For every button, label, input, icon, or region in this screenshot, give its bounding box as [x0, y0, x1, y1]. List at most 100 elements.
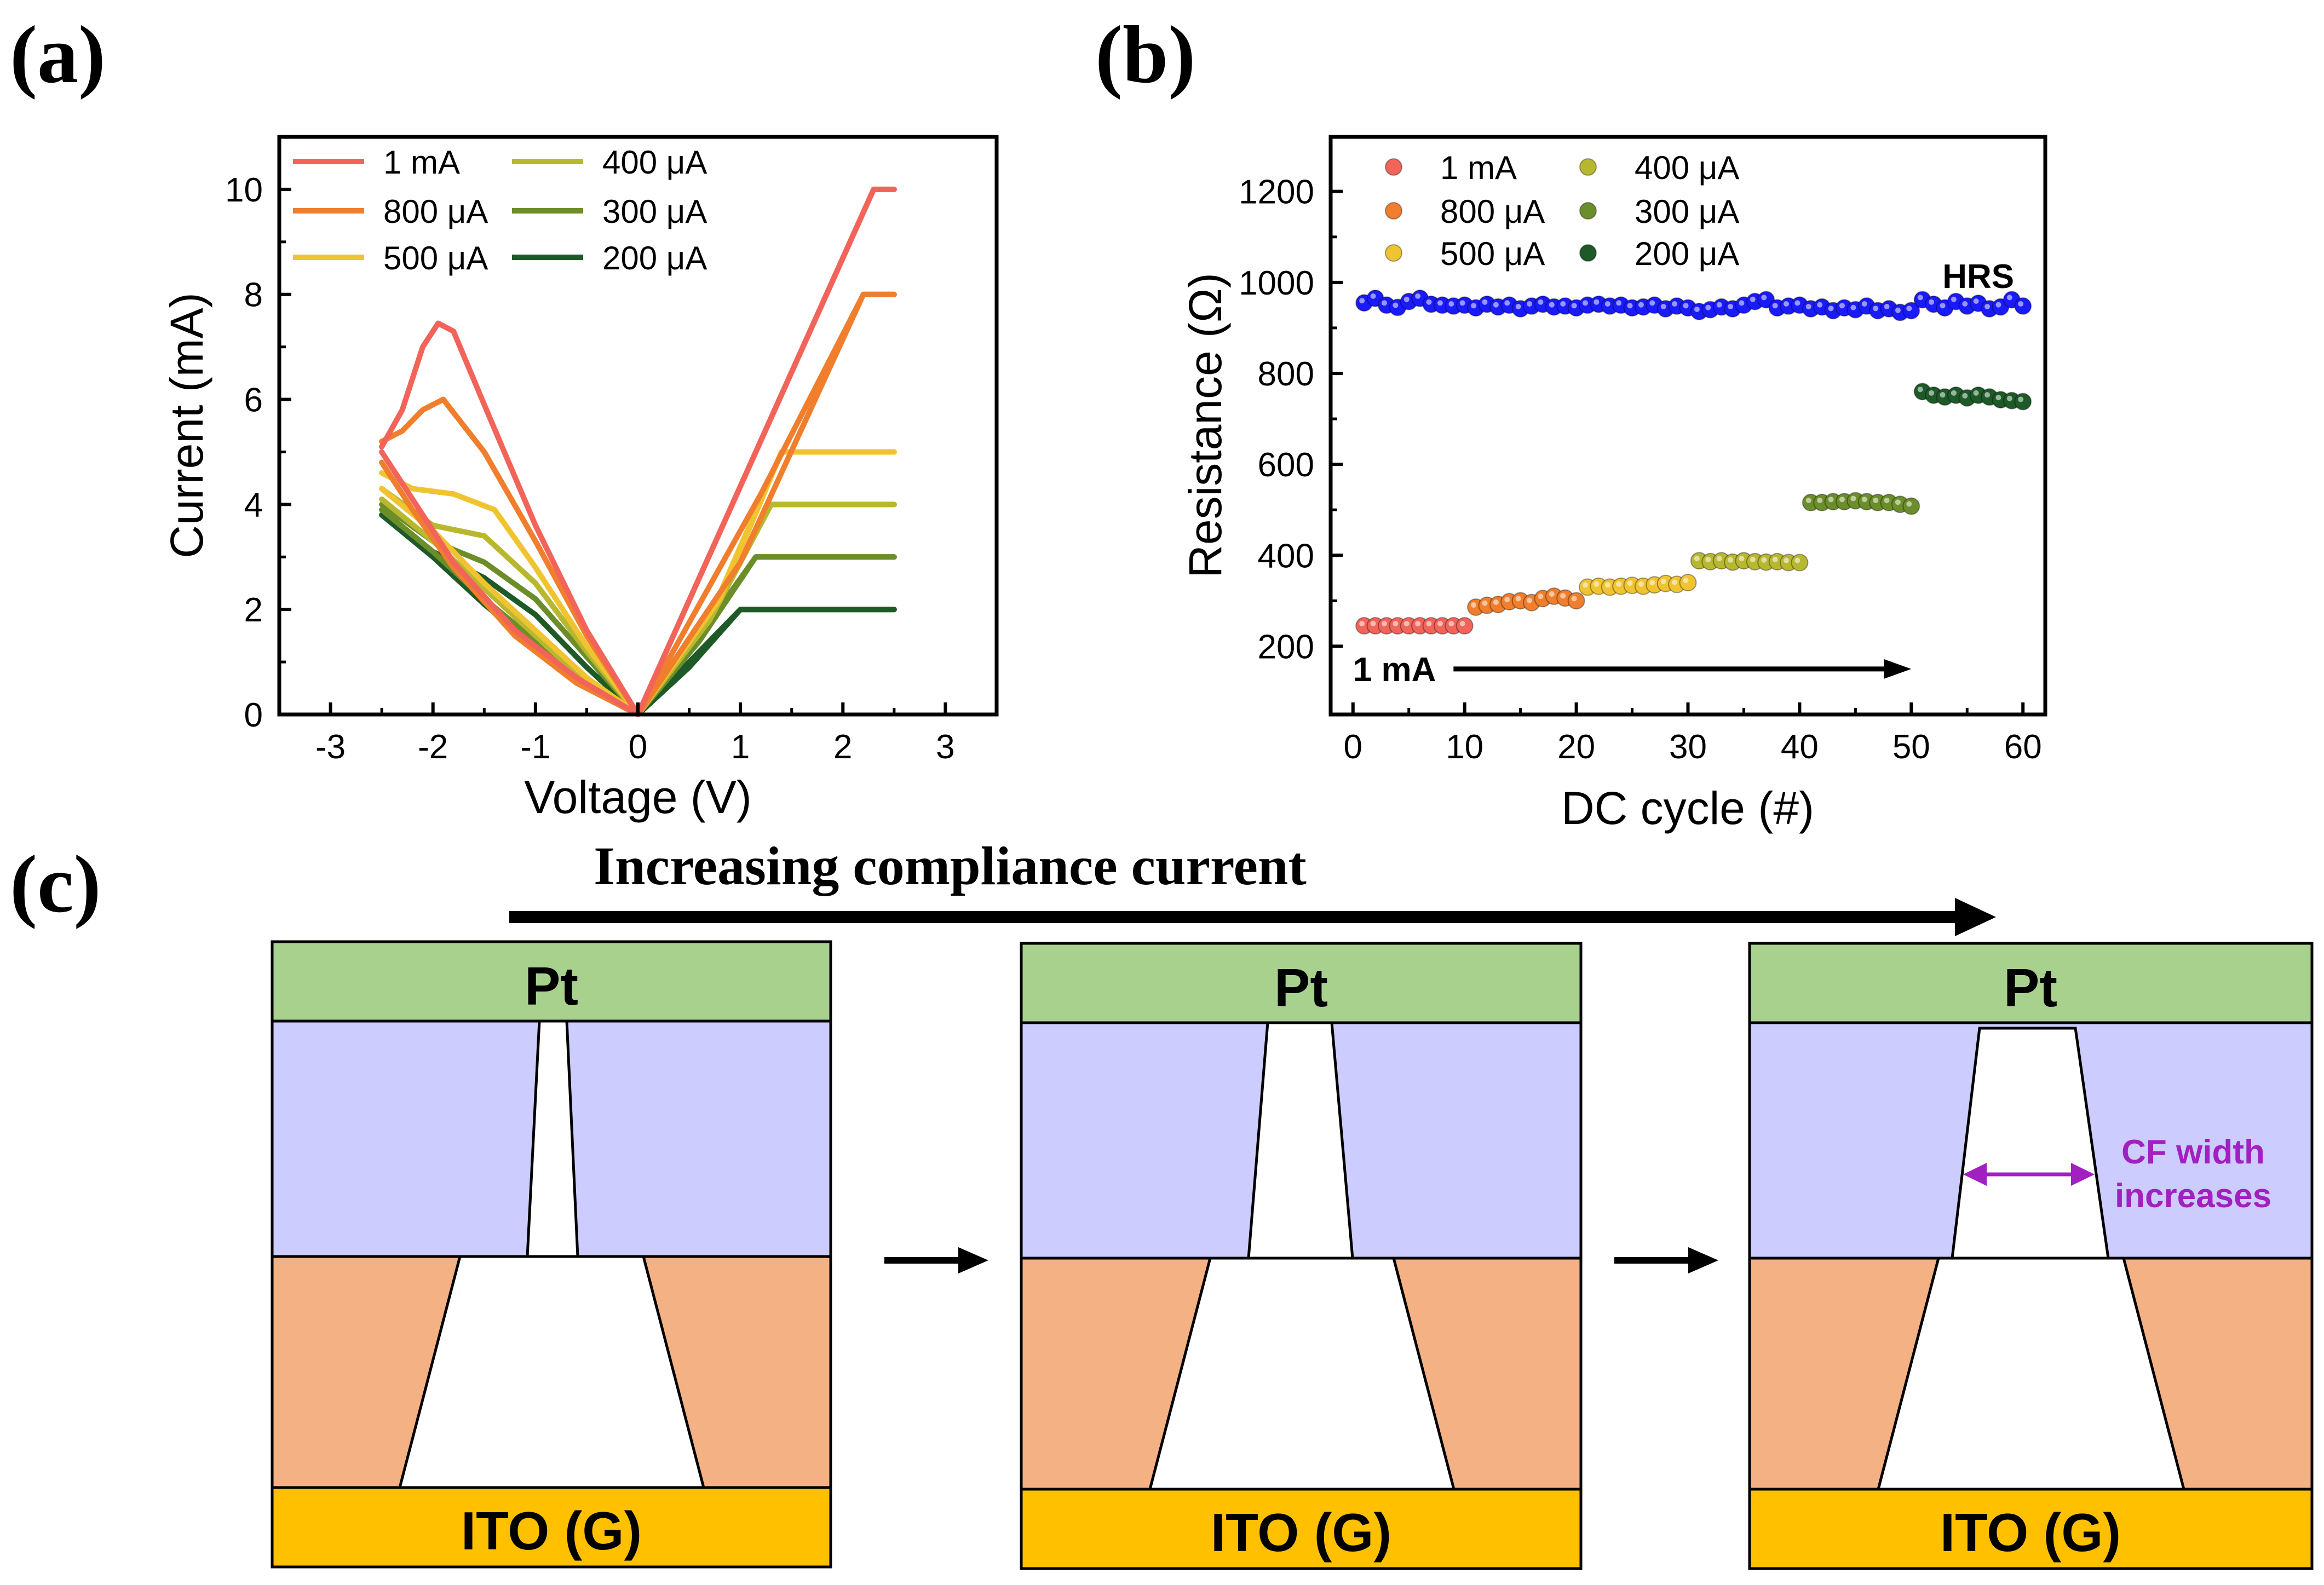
chart-b-point: [1456, 617, 1474, 635]
chart-b-point: [1902, 497, 1920, 515]
chart-b-point-highlight: [1359, 298, 1365, 304]
chart-b-point: [1791, 554, 1809, 572]
chart-b-point-highlight: [1493, 302, 1499, 308]
chart-b-point-highlight: [1705, 304, 1711, 310]
chart-a-legend-label: 200 μA: [602, 240, 707, 276]
chart-b-point-highlight: [1604, 301, 1610, 307]
chart-b-point-highlight: [1616, 300, 1622, 306]
chart-b-point-highlight: [1381, 300, 1387, 306]
chart-b-point-highlight: [1504, 596, 1510, 602]
chart-b-xtick-label: 30: [1669, 728, 1707, 766]
chart-b-point-highlight: [1794, 557, 1800, 563]
chart-a-legend-label: 300 μA: [602, 193, 707, 230]
chart-b-legend-marker: [1579, 202, 1597, 220]
chart-b-point-highlight: [1828, 306, 1834, 312]
chart-b-point-highlight: [1895, 307, 1901, 313]
device-2: Pt ITO (G): [1020, 942, 1583, 1570]
chart-b-point-highlight: [1403, 296, 1410, 302]
chart-b-point-highlight: [1995, 395, 2001, 401]
cf-width-arrow-right-head: [2071, 1163, 2095, 1186]
chart-b-point-highlight: [1817, 497, 1823, 503]
chart-b-point-highlight: [1627, 580, 1633, 586]
chart-b-point-highlight: [1370, 293, 1376, 299]
device-3: Pt ITO (G) CF width increases: [1748, 942, 2314, 1570]
device-3-pt-label: Pt: [2004, 958, 2057, 1018]
chart-b-point-highlight: [1471, 303, 1477, 309]
device-1-ito-label: ITO (G): [461, 1501, 642, 1561]
chart-a-xtick-label: 1: [731, 728, 750, 766]
device-2-ito-label: ITO (G): [1211, 1502, 1391, 1563]
chart-b-point-highlight: [1370, 621, 1376, 627]
chart-b-point-highlight: [1604, 582, 1610, 588]
device-3-ito-layer: [1748, 1488, 2314, 1570]
chart-b-point-highlight: [1906, 306, 1912, 312]
chart-b-resistance: 0 10 20 30 40 50 60 200 400 600 800 1000 1200 DC cyc…: [1180, 135, 2047, 834]
chart-a-series-return: [635, 291, 897, 717]
chart-b-point-highlight: [1381, 621, 1387, 627]
chart-b-point-highlight: [1683, 303, 1689, 309]
chart-b-point-highlight: [1448, 621, 1454, 627]
chart-b-point-highlight: [1437, 300, 1443, 306]
chart-b-legend-label: 800 μA: [1440, 193, 1545, 230]
chart-b-ytick-label: 600: [1258, 446, 1314, 484]
chart-b-point-highlight: [1884, 497, 1890, 503]
chart-b-point-highlight: [2006, 295, 2012, 301]
chart-b-point-highlight: [1359, 621, 1365, 627]
device-3-ito-label: ITO (G): [1940, 1502, 2121, 1563]
chart-b-point-highlight: [1504, 300, 1510, 306]
chart-b-point-highlight: [1839, 497, 1845, 503]
chart-b-point-highlight: [1538, 299, 1544, 305]
chart-b-point-highlight: [1515, 304, 1521, 310]
chart-b-point-highlight: [1940, 303, 1946, 309]
chart-b-point-highlight: [1616, 581, 1622, 587]
chart-a-series-negative: [379, 396, 641, 717]
chart-b-point-highlight: [1761, 557, 1767, 563]
chart-b-point-highlight: [1716, 556, 1722, 562]
chart-b-point-highlight: [1426, 621, 1432, 627]
chart-b-point-highlight: [1527, 597, 1533, 603]
chart-b-point-highlight: [1828, 497, 1834, 503]
chart-b-point-highlight: [1995, 302, 2001, 308]
device-2-pt-label: Pt: [1274, 958, 1328, 1018]
chart-b-point-highlight: [1672, 579, 1678, 585]
chart-b-point-highlight: [1728, 557, 1734, 563]
chart-b-point-highlight: [1627, 303, 1633, 309]
chart-b-ytick-label: 1000: [1239, 264, 1314, 302]
chart-a-xlabel: Voltage (V): [524, 771, 752, 823]
chart-b-point-highlight: [1940, 392, 1946, 398]
chart-b-point-highlight: [1962, 393, 1968, 399]
chart-b-legend-marker: [1385, 244, 1402, 262]
chart-b-point-highlight: [1973, 298, 1979, 304]
chart-b-point-highlight: [1638, 302, 1644, 308]
chart-b-point-highlight: [1951, 296, 1957, 302]
step-arrow-2-head: [1688, 1247, 1718, 1273]
chart-a-curves: [379, 186, 897, 717]
chart-b-point-highlight: [1694, 306, 1700, 312]
chart-b-point-highlight: [1426, 299, 1432, 305]
chart-b-point-highlight: [1393, 302, 1399, 308]
chart-a-ytick-label: 10: [225, 171, 263, 209]
chart-b-ytick-label: 800: [1258, 355, 1314, 393]
chart-a-ytick-label: 0: [244, 696, 263, 734]
device-2-pt-layer: [1020, 942, 1583, 1024]
chart-b-point-highlight: [1850, 304, 1856, 310]
chart-b-legend-marker: [1385, 202, 1402, 220]
chart-b-point-highlight: [1471, 602, 1477, 608]
chart-b-point-highlight: [1761, 295, 1767, 301]
chart-b-ytick-label: 200: [1258, 628, 1314, 666]
chart-b-point-highlight: [1784, 301, 1790, 307]
chart-b-point-highlight: [1527, 301, 1533, 307]
chart-b-point-highlight: [1594, 299, 1600, 305]
chart-b-legend-label: 1 mA: [1440, 149, 1517, 186]
chart-a-xtick-label: -3: [315, 728, 346, 766]
chart-b-point-highlight: [1459, 300, 1465, 306]
chart-b-point-highlight: [1582, 300, 1588, 306]
chart-a-legend-label: 800 μA: [383, 193, 488, 230]
chart-b-point-highlight: [1917, 387, 1923, 393]
chart-b-legend-marker: [1579, 158, 1597, 176]
chart-b-point-highlight: [1861, 301, 1867, 307]
device-3-conductive-filament: [1951, 1027, 2110, 1260]
chart-b-point-highlight: [1448, 301, 1454, 307]
chart-a-series-negative_return: [379, 449, 641, 717]
